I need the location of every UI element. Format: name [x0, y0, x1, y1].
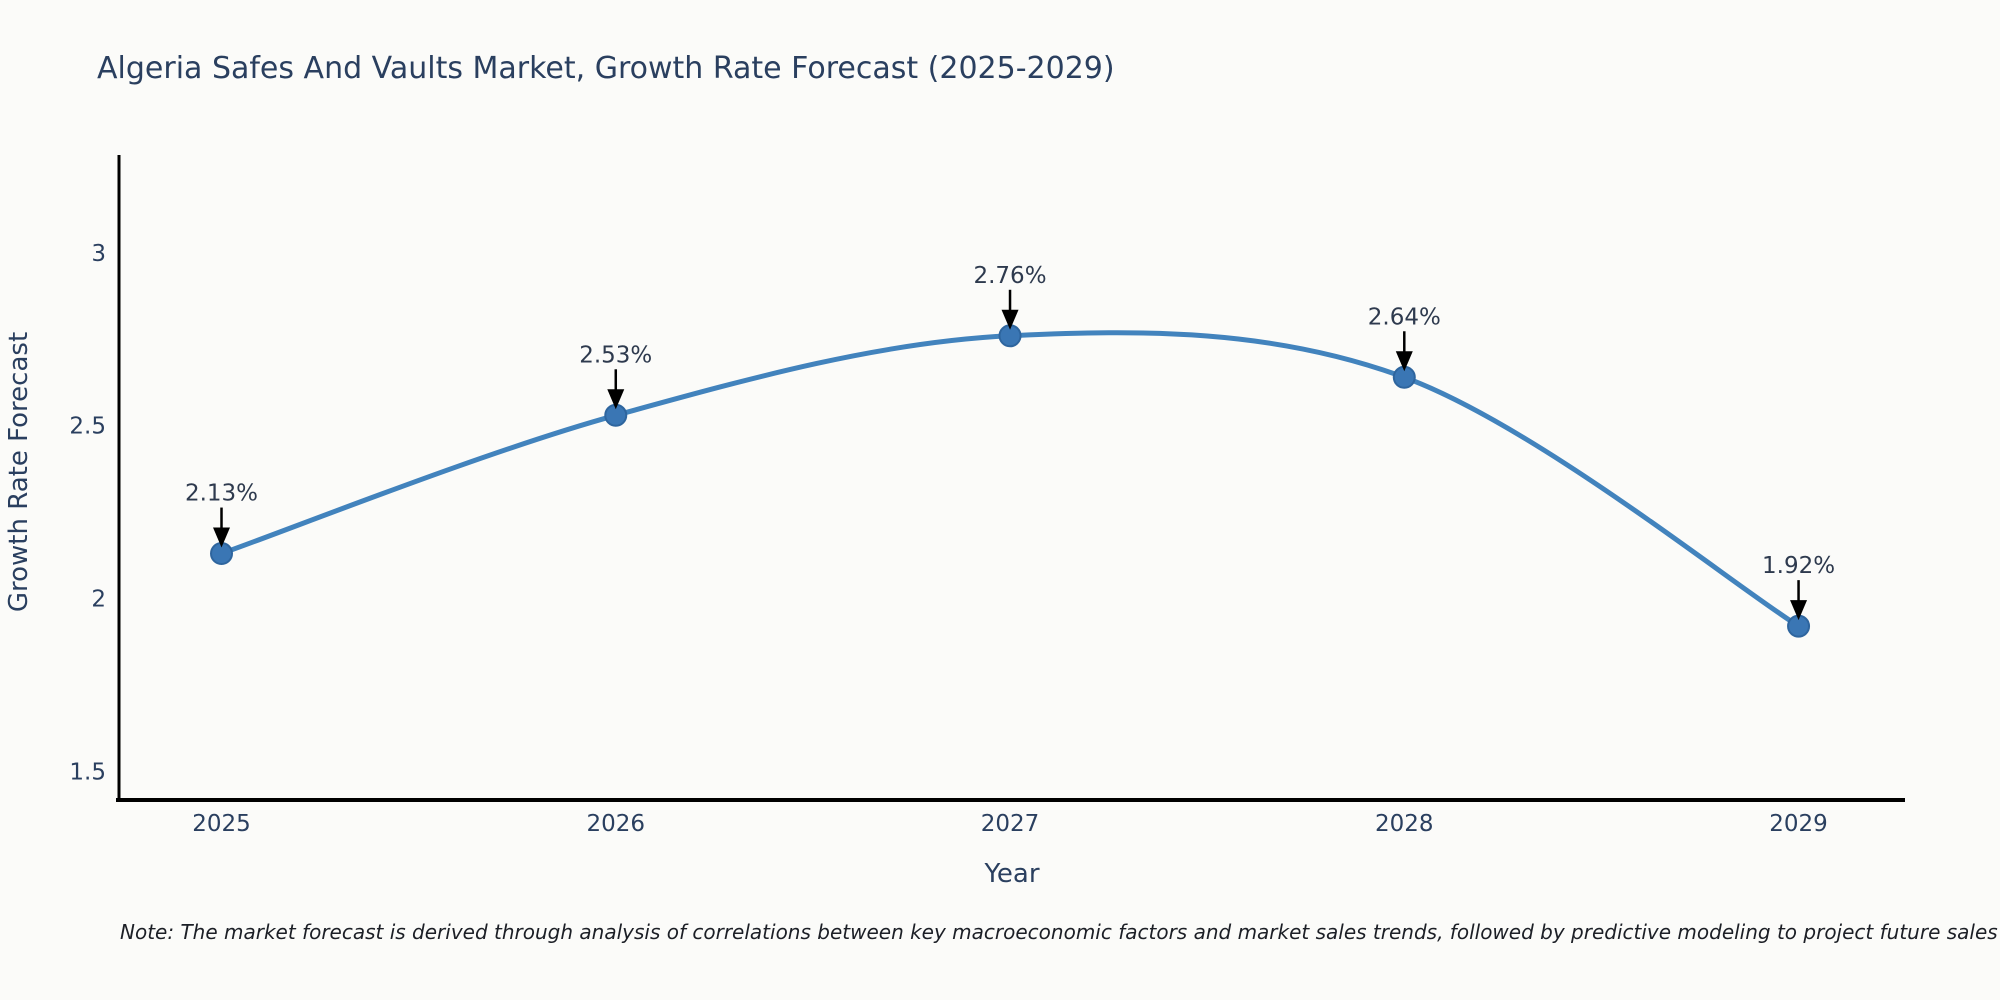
- y-tick-label: 1.5: [69, 759, 106, 785]
- annotation-arrow-head: [1790, 600, 1808, 621]
- x-tick-label: 2027: [981, 811, 1040, 837]
- data-point-label: 2.64%: [1368, 304, 1441, 330]
- chart-title: Algeria Safes And Vaults Market, Growth …: [97, 51, 1115, 86]
- annotation-arrow-head: [607, 389, 625, 410]
- y-tick-label: 2.5: [69, 414, 106, 440]
- x-axis-title: Year: [983, 859, 1039, 889]
- x-tick-label: 2029: [1769, 811, 1828, 837]
- x-tick-label: 2026: [586, 811, 645, 837]
- data-point-label: 2.53%: [579, 342, 652, 368]
- x-tick-label: 2028: [1375, 811, 1434, 837]
- plot-area: 1.5 2 2.5 3 2025 2026 2027 2028 2029 2.13% 2.53% 2.…: [69, 155, 1905, 837]
- data-point-label: 1.92%: [1762, 553, 1835, 579]
- footnote: Note: The market forecast is derived thr…: [120, 920, 1998, 944]
- y-axis-title: Growth Rate Forecast: [4, 332, 34, 612]
- y-tick-label: 2: [91, 586, 106, 612]
- annotation-arrow-head: [213, 527, 231, 548]
- annotation-arrow-head: [1001, 309, 1019, 330]
- series-line: [219, 330, 1801, 629]
- annotation-arrow-head: [1395, 351, 1413, 372]
- data-point-label: 2.76%: [973, 263, 1046, 289]
- x-tick-label: 2025: [192, 811, 251, 837]
- data-point-label: 2.13%: [185, 481, 258, 507]
- y-tick-label: 3: [91, 241, 106, 267]
